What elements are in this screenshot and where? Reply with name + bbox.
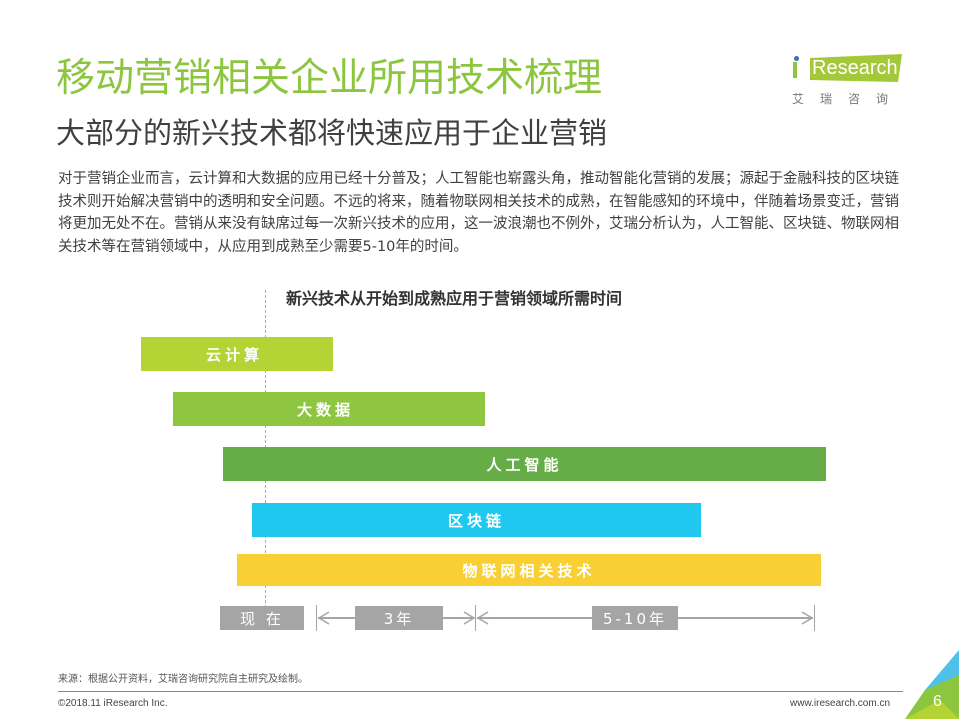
bar-label: 物联网相关技术 xyxy=(462,561,596,580)
bar-big-data: 大数据 xyxy=(173,392,485,426)
timeline-tick xyxy=(814,605,815,631)
arrow-left-icon xyxy=(317,611,330,625)
intro-paragraph: 对于营销企业而言，云计算和大数据的应用已经十分普及；人工智能也崭露头角，推动智能… xyxy=(58,171,899,255)
logo-chinese: 艾瑞咨询 xyxy=(792,92,905,106)
logo-brand: Research xyxy=(812,57,898,79)
website-url: www.iresearch.com.cn xyxy=(790,698,891,709)
bar-blockchain: 区块链 xyxy=(252,503,701,537)
bar-iot: 物联网相关技术 xyxy=(237,554,821,586)
bar-cloud-computing: 云计算 xyxy=(141,337,333,371)
bar-label: 区块链 xyxy=(447,511,505,530)
iresearch-logo: Research 艾瑞咨询 xyxy=(790,52,910,110)
timeline-tick xyxy=(316,605,317,631)
page-title: 移动营销相关企业所用技术梳理 xyxy=(56,56,603,101)
timeline-3-years: 3年 xyxy=(355,606,443,630)
arrow-right-icon xyxy=(801,611,814,625)
chart-title: 新兴技术从开始到成熟应用于营销领域所需时间 xyxy=(286,289,623,308)
arrow-right-icon xyxy=(463,611,476,625)
logo-banner-icon xyxy=(810,54,902,82)
bar-ai: 人工智能 xyxy=(223,447,826,481)
bar-label: 大数据 xyxy=(297,400,355,419)
footer-divider xyxy=(58,691,903,692)
logo-i-icon xyxy=(793,62,797,78)
bar-label: 人工智能 xyxy=(486,455,563,474)
timeline-now: 现 在 xyxy=(220,606,304,630)
arrow-left-icon xyxy=(476,611,489,625)
timeline-tick xyxy=(475,605,476,631)
page-subtitle: 大部分的新兴技术都将快速应用于企业营销 xyxy=(56,116,608,150)
page-number: 6 xyxy=(933,693,942,710)
bar-label: 云计算 xyxy=(205,345,263,364)
copyright: ©2018.11 iResearch Inc. xyxy=(58,698,168,709)
source-note: 来源：根据公开资料，艾瑞咨询研究院自主研究及绘制。 xyxy=(58,674,308,685)
logo-dot-icon xyxy=(794,56,799,61)
corner-decoration-icon xyxy=(905,650,959,719)
timeline-5-10-years: 5-10年 xyxy=(592,606,678,630)
